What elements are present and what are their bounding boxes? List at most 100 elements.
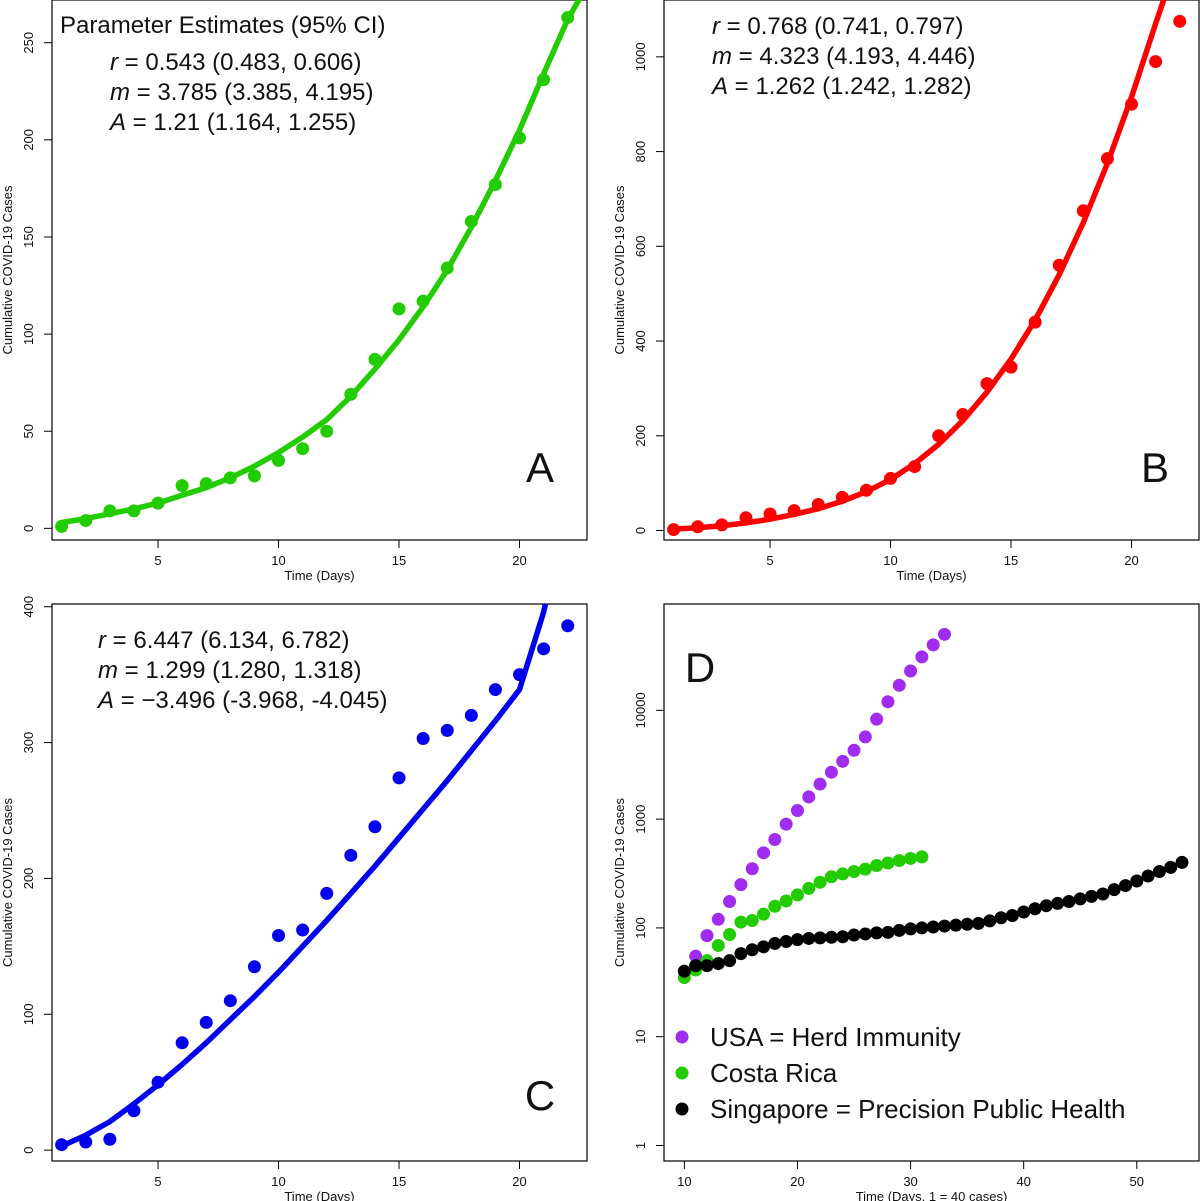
estimate-value: = 0.543 xyxy=(118,49,212,76)
estimate-line: r = 0.768 (0.741, 0.797) xyxy=(712,13,964,40)
estimate-ci: (1.280, 1.318) xyxy=(212,657,361,684)
y-tick-label: 200 xyxy=(633,425,648,447)
estimate-line: m = 1.299 (1.280, 1.318) xyxy=(98,657,362,684)
x-axis-title: Time (Days, 1 = 40 cases) xyxy=(856,1189,1008,1201)
data-point xyxy=(272,929,285,942)
y-tick-label: 1000 xyxy=(633,42,648,71)
series-point xyxy=(746,914,759,927)
data-point xyxy=(320,425,333,438)
data-point xyxy=(561,11,574,24)
y-tick-label: 1 xyxy=(633,1142,648,1149)
estimate-value: = 1.262 xyxy=(728,73,822,100)
data-point xyxy=(152,497,165,510)
series-point xyxy=(904,852,917,865)
y-tick-label: 0 xyxy=(633,527,648,534)
series-point xyxy=(904,665,917,678)
series-point xyxy=(1096,888,1109,901)
data-point xyxy=(932,429,945,442)
estimate-symbol: m xyxy=(98,657,118,684)
series-point xyxy=(893,679,906,692)
series-point xyxy=(915,921,928,934)
series-point xyxy=(791,888,804,901)
data-point xyxy=(248,960,261,973)
data-point xyxy=(561,619,574,632)
data-point xyxy=(79,514,92,527)
series-point xyxy=(723,928,736,941)
panel-letter: C xyxy=(525,1072,555,1119)
data-point xyxy=(296,442,309,455)
x-axis-title: Time (Days) xyxy=(896,568,966,583)
estimate-line: m = 4.323 (4.193, 4.446) xyxy=(712,43,976,70)
y-tick-label: 200 xyxy=(21,129,36,151)
data-point xyxy=(908,460,921,473)
estimate-value: = −3.496 xyxy=(114,687,222,714)
y-axis-title: Cumulative COVID-19 Cases xyxy=(612,797,627,967)
x-tick-label: 20 xyxy=(1124,553,1138,568)
data-point xyxy=(127,1104,140,1117)
series-point xyxy=(746,943,759,956)
series-point xyxy=(700,929,713,942)
panel-d: 10 20 30 40 50110100100010000Time (Days, 1 =… xyxy=(612,604,1199,1201)
plot-area xyxy=(678,628,1189,984)
estimate-ci: (0.741, 0.797) xyxy=(814,13,963,40)
series-point xyxy=(780,935,793,948)
data-point xyxy=(860,484,873,497)
estimate-ci: (1.242, 1.282) xyxy=(822,73,971,100)
x-tick-label: 20 xyxy=(512,553,526,568)
data-point xyxy=(152,1076,165,1089)
data-point xyxy=(79,1135,92,1148)
series-point xyxy=(768,937,781,950)
x-tick-label: 5 xyxy=(766,553,773,568)
series-point xyxy=(870,713,883,726)
y-tick-label: 150 xyxy=(21,226,36,248)
estimate-symbol: A xyxy=(108,109,126,136)
x-tick-label: 15 xyxy=(1004,553,1018,568)
series-point xyxy=(836,867,849,880)
data-point xyxy=(537,642,550,655)
series-point xyxy=(995,911,1008,924)
series-point xyxy=(848,865,861,878)
estimate-value: = 1.299 xyxy=(118,657,212,684)
data-point xyxy=(788,504,801,517)
series-point xyxy=(881,926,894,939)
data-point xyxy=(393,771,406,784)
series-point xyxy=(734,878,747,891)
estimate-value: = 4.323 xyxy=(732,43,826,70)
series-point xyxy=(904,922,917,935)
data-point xyxy=(739,511,752,524)
panel-letter: B xyxy=(1141,444,1169,491)
series-point xyxy=(802,932,815,945)
series-point xyxy=(870,859,883,872)
series-point xyxy=(961,918,974,931)
data-point xyxy=(715,518,728,531)
series-point xyxy=(757,908,770,921)
data-point xyxy=(1029,316,1042,329)
series-point xyxy=(1176,856,1189,869)
data-point xyxy=(1173,15,1186,28)
series-point xyxy=(746,862,759,875)
data-point xyxy=(1005,361,1018,374)
series-point xyxy=(802,882,815,895)
data-point xyxy=(513,668,526,681)
y-axis-title: Cumulative COVID-19 Cases xyxy=(612,185,627,355)
series-point xyxy=(938,628,951,641)
series-point xyxy=(1119,879,1132,892)
series-point xyxy=(780,894,793,907)
series-point xyxy=(927,920,940,933)
data-point xyxy=(884,472,897,485)
data-point xyxy=(537,73,550,86)
estimate-line: A = 1.262 (1.242, 1.282) xyxy=(710,73,972,100)
data-point xyxy=(200,1016,213,1029)
series-point xyxy=(1006,909,1019,922)
data-point xyxy=(1125,98,1138,111)
estimate-symbol: m xyxy=(712,43,732,70)
data-point xyxy=(368,820,381,833)
series-point xyxy=(972,917,985,930)
data-point xyxy=(344,388,357,401)
x-tick-label: 10 xyxy=(271,553,285,568)
data-point xyxy=(176,479,189,492)
estimate-line: r = 6.447 (6.134, 6.782) xyxy=(98,627,350,654)
series-point xyxy=(1142,870,1155,883)
y-tick-label: 250 xyxy=(21,32,36,54)
